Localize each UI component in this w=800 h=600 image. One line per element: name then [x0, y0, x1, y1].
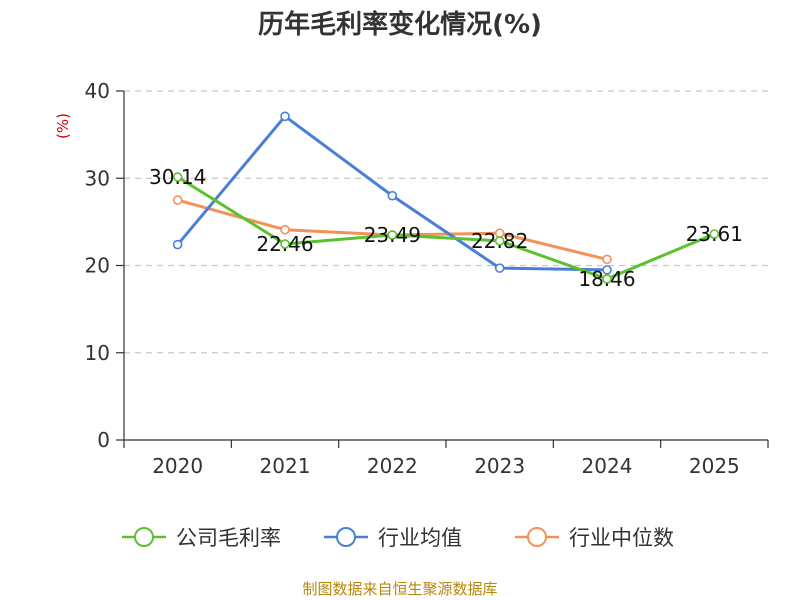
data-label-2023: 22.82 [471, 229, 528, 253]
x-tick-label-2021: 2021 [260, 454, 311, 478]
series-point-0-2024 [602, 274, 612, 284]
series-point-2-2021 [280, 224, 290, 235]
data-label-2020: 30.14 [149, 165, 206, 189]
data-label-2021: 22.46 [256, 232, 313, 256]
legend[interactable]: 公司毛利率 行业均值 行业中位数 [122, 526, 674, 550]
x-tick-label-2024: 2024 [582, 454, 633, 478]
legend-item-2[interactable]: 行业中位数 [515, 526, 674, 550]
series-point-1-2024 [602, 265, 612, 275]
series-point-1-2021 [280, 111, 290, 122]
series-point-0-2023 [494, 236, 505, 246]
data-label-2025: 23.61 [686, 222, 743, 246]
legend-label-0: 公司毛利率 [176, 526, 281, 550]
legend-swatch-marker-2 [527, 527, 547, 547]
axes: 0 10 20 30 40 2020 2021 2022 2023 2024 2025 [85, 79, 769, 478]
legend-item-1[interactable]: 行业均值 [324, 526, 462, 550]
series-point-0-2020 [172, 172, 183, 182]
y-tick-label-30: 30 [85, 166, 110, 190]
chart-title: 历年毛利率变化情况(%) [258, 9, 542, 40]
data-labels: 30.14 22.46 23.49 22.82 18.46 23.61 [149, 165, 743, 291]
legend-item-0[interactable]: 公司毛利率 [122, 526, 281, 550]
legend-label-2: 行业中位数 [569, 526, 674, 550]
y-tick-label-40: 40 [85, 79, 110, 103]
series-lines [172, 111, 720, 284]
gridlines [124, 90, 768, 354]
x-tick-label-2025: 2025 [689, 454, 740, 478]
source-note: 制图数据来自恒生聚源数据库 [302, 580, 497, 598]
series-point-1-2020 [172, 239, 183, 250]
legend-label-1: 行业均值 [378, 526, 462, 550]
y-tick-label-0: 0 [97, 428, 110, 452]
x-tick-label-2020: 2020 [152, 454, 203, 478]
y-tick-label-20: 20 [85, 254, 110, 278]
y-axis-unit-label: (%) [54, 113, 72, 139]
series-point-1-2022 [387, 190, 398, 201]
series-point-0-2025 [709, 229, 720, 239]
series-line-0 [176, 175, 716, 281]
series-point-1-2023 [494, 263, 505, 273]
series-point-0-2022 [387, 230, 398, 240]
series-point-0-2021 [280, 239, 290, 249]
legend-swatch-marker-0 [134, 527, 154, 547]
data-label-2022: 23.49 [364, 223, 421, 247]
x-tick-label-2023: 2023 [474, 454, 525, 478]
series-point-2-2020 [172, 195, 183, 205]
series-point-2-2024 [602, 254, 612, 265]
x-tick-label-2022: 2022 [367, 454, 418, 478]
data-label-2024: 18.46 [578, 267, 635, 291]
legend-swatch-marker-1 [336, 527, 356, 547]
y-tick-label-10: 10 [85, 341, 110, 365]
